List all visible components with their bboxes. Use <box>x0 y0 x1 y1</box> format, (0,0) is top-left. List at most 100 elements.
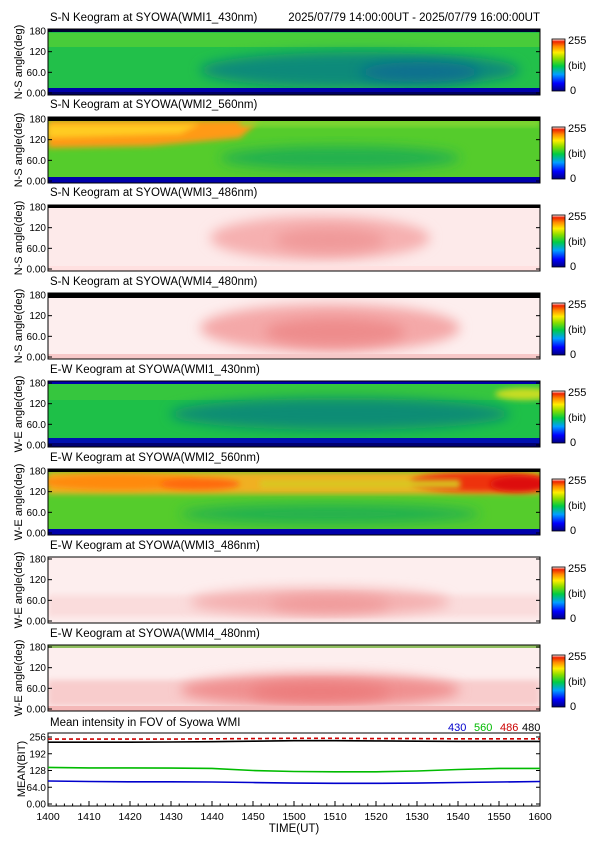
y-tick-label: 60.0 <box>27 508 47 519</box>
y-tick-label: 0.00 <box>27 705 47 716</box>
panel-sn-wmi3: S-N Keogram at SYOWA(WMI3_486nm) <box>47 187 541 272</box>
x-tick-label: 1530 <box>405 811 429 823</box>
colorbar-unit-label: (bit) <box>568 500 586 512</box>
panel-ew-wmi2: E-W Keogram at SYOWA(WMI2_560nm) <box>47 452 541 536</box>
colorbar-min-label: 0 <box>570 701 576 713</box>
plot-frame <box>47 556 541 624</box>
mean-y-axis: 256 192 128 64.0 0.00 <box>27 733 540 811</box>
y-tick-label: 180 <box>29 555 46 566</box>
plot-frame <box>47 204 541 272</box>
colorbar-unit-label: (bit) <box>568 148 586 160</box>
colorbar-unit-label: (bit) <box>568 676 586 688</box>
colorbar-min-label: 0 <box>570 85 576 97</box>
y-tick-label: 256 <box>29 733 46 744</box>
y-tick-label: 180 <box>29 379 46 390</box>
panel-ew-wmi4: E-W Keogram at SYOWA(WMI4_480nm) <box>47 628 541 712</box>
keogram-image <box>48 29 540 95</box>
colorbar <box>551 126 566 180</box>
colorbar-min-label: 0 <box>570 173 576 185</box>
panel-ew-wmi3: E-W Keogram at SYOWA(WMI3_486nm) <box>47 540 541 624</box>
y-tick-label: 120 <box>29 135 46 146</box>
y-tick-label: 120 <box>29 311 46 322</box>
colorbar-min-label: 0 <box>570 613 576 625</box>
colorbar <box>551 478 566 532</box>
y-tick-label: 180 <box>29 115 46 126</box>
colorbar-max-label: 255 <box>568 211 586 223</box>
panel-sn-wmi2: S-N Keogram at SYOWA(WMI2_560nm) <box>47 99 541 184</box>
mean-intensity-panel: Mean intensity in FOV of Syowa WMI 430 56… <box>16 717 541 811</box>
panel-sn-wmi4: S-N Keogram at SYOWA(WMI4_480nm) <box>47 276 541 360</box>
y-tick-label: 180 <box>29 203 46 214</box>
y-axis-label: N-S angle(deg) <box>13 25 25 100</box>
y-tick-label: 0.00 <box>27 441 47 452</box>
colorbar-min-label: 0 <box>570 261 576 273</box>
colorbar-unit-label: (bit) <box>568 60 586 72</box>
series-line-430 <box>47 780 541 785</box>
x-axis-label: TIME(UT) <box>269 823 320 835</box>
y-tick-label: 60.0 <box>27 596 47 607</box>
x-tick-label: 1410 <box>77 811 101 823</box>
time-range-header: 2025/07/79 14:00:00UT - 2025/07/79 16:00… <box>288 12 540 24</box>
colorbar-unit-label: (bit) <box>568 588 586 600</box>
y-tick-label: 0.00 <box>27 265 47 276</box>
panel-title: S-N Keogram at SYOWA(WMI3_486nm) <box>50 187 257 199</box>
panel-title: S-N Keogram at SYOWA(WMI1_430nm) <box>50 12 257 24</box>
y-tick-label: 60.0 <box>27 684 47 695</box>
y-axis-label: W-E angle(deg) <box>13 376 25 453</box>
y-tick-label: 120 <box>29 663 46 674</box>
colorbar-min-label: 0 <box>570 437 576 449</box>
y-tick-label: 60.0 <box>27 244 47 255</box>
panel-title: E-W Keogram at SYOWA(WMI1_430nm) <box>50 364 260 376</box>
panel-axes: N-S angle(deg) 180 120 60.0 0.00 255 (bit) 0 N-S… <box>13 25 586 717</box>
panel-title: S-N Keogram at SYOWA(WMI4_480nm) <box>50 276 257 288</box>
colorbar <box>551 214 566 268</box>
panel-ew-wmi1: E-W Keogram at SYOWA(WMI1_430nm) <box>47 364 541 448</box>
keogram-image <box>48 469 540 535</box>
y-tick-label: 180 <box>29 643 46 654</box>
y-tick-label: 0.00 <box>27 353 47 364</box>
colorbar-unit-label: (bit) <box>568 324 586 336</box>
colorbar <box>551 390 566 444</box>
y-tick-label: 128 <box>29 766 46 777</box>
x-tick-label: 1500 <box>282 811 306 823</box>
y-tick-label: 60.0 <box>27 156 47 167</box>
x-tick-label: 1450 <box>241 811 265 823</box>
panel-title: S-N Keogram at SYOWA(WMI2_560nm) <box>50 99 257 111</box>
mean-panel-title: Mean intensity in FOV of Syowa WMI <box>50 717 240 729</box>
panel-title: E-W Keogram at SYOWA(WMI4_480nm) <box>50 628 260 640</box>
mean-legend: 430 560 486 480 <box>448 722 540 734</box>
y-tick-label: 180 <box>29 27 46 38</box>
x-tick-label: 1440 <box>200 811 224 823</box>
series-line-560 <box>47 766 540 773</box>
y-tick-label: 180 <box>29 467 46 478</box>
y-axis-label: W-E angle(deg) <box>13 640 25 717</box>
y-tick-label: 0.00 <box>27 617 47 628</box>
plot-frame <box>47 644 541 712</box>
legend-label-480: 480 <box>522 722 540 734</box>
colorbar-max-label: 255 <box>568 299 586 311</box>
y-axis-label: N-S angle(deg) <box>13 201 25 276</box>
y-tick-label: 0.00 <box>27 177 47 188</box>
y-tick-label: 120 <box>29 575 46 586</box>
plot-frame <box>47 28 541 96</box>
x-tick-label: 1600 <box>528 811 552 823</box>
x-tick-label: 1420 <box>118 811 142 823</box>
legend-label-430: 430 <box>448 722 466 734</box>
colorbar <box>551 302 566 356</box>
panel-sn-wmi1: S-N Keogram at SYOWA(WMI1_430nm) <box>47 12 541 96</box>
y-axis-label: N-S angle(deg) <box>13 113 25 188</box>
colorbar-unit-label: (bit) <box>568 236 586 248</box>
x-tick-label: 1520 <box>364 811 388 823</box>
y-tick-label: 60.0 <box>27 420 47 431</box>
mean-series <box>47 737 541 785</box>
legend-label-560: 560 <box>474 722 492 734</box>
colorbar-max-label: 255 <box>568 123 586 135</box>
colorbar-max-label: 255 <box>568 563 586 575</box>
colorbar-max-label: 255 <box>568 35 586 47</box>
y-tick-label: 0.00 <box>27 89 47 100</box>
colorbar <box>551 566 566 620</box>
colorbar <box>551 654 566 708</box>
y-tick-label: 120 <box>29 399 46 410</box>
y-tick-label: 60.0 <box>27 332 47 343</box>
